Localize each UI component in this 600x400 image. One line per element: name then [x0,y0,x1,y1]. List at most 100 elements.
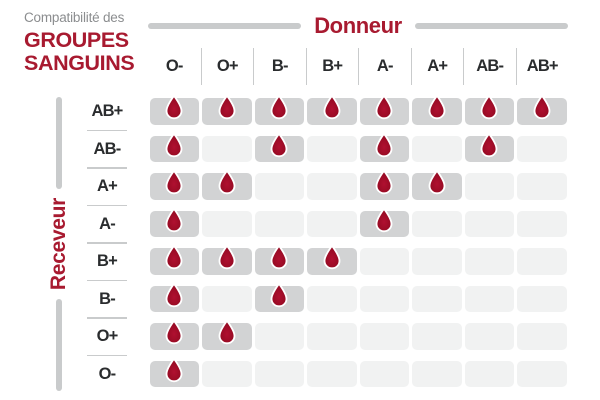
cell-incompatible [202,210,252,237]
compatibility-cell [516,93,569,131]
compatibility-cell [516,131,569,169]
compatibility-cell [253,356,306,394]
cell-compatible [254,282,304,312]
cell-incompatible [307,173,357,200]
cell-incompatible [254,173,304,200]
blood-drop-icon [218,95,236,120]
receiver-row-label: O- [98,364,117,383]
donor-axis-header: Donneur [148,13,569,39]
cell-compatible [254,95,304,125]
cell-incompatible [412,360,462,387]
chart-title-block: Compatibilité des GROUPES SANGUINS [24,11,135,75]
cell-incompatible [412,210,462,237]
cell-incompatible [307,285,357,312]
blood-drop-icon [218,245,236,270]
receiver-row-label: B- [84,281,130,319]
blood-drop-icon [165,170,183,195]
cell-compatible [149,132,199,162]
receiver-axis-label: Receveur [47,197,70,291]
compatibility-cell [253,243,306,281]
blood-drop-icon [165,245,183,270]
cell-incompatible [517,360,567,387]
blood-drop-icon [165,282,183,307]
cell-compatible [464,132,514,162]
cell-compatible [412,170,462,200]
compatibility-cell [148,281,201,319]
compatibility-cell [358,243,411,281]
compatibility-cell [411,243,464,281]
compatibility-cell [516,168,569,206]
blood-drop-icon [375,132,393,157]
receiver-row-label: AB+ [84,93,130,131]
compatibility-cell [358,356,411,394]
donor-column-header: O- [165,57,184,75]
cell-compatible [359,95,409,125]
blood-drop-icon [165,320,183,345]
cell-incompatible [517,323,567,350]
cell-incompatible [464,360,514,387]
compatibility-cell [358,206,411,244]
cell-incompatible [517,248,567,275]
compatibility-cell [463,206,516,244]
compatibility-cell [358,131,411,169]
receiver-axis-rule-bottom [55,299,63,392]
chart-title-line2: SANGUINS [24,50,135,75]
receiver-row-label: A+ [84,168,130,206]
compatibility-cell [306,356,359,394]
cell-compatible [149,95,199,125]
compatibility-cell [411,93,464,131]
compatibility-cell [516,281,569,319]
row-cells [148,243,568,281]
cell-incompatible [202,285,252,312]
compatibility-cell [306,168,359,206]
donor-column-header: O+ [200,48,254,85]
receiver-axis-header: Receveur [46,97,72,392]
compatibility-cell [411,318,464,356]
cell-compatible [254,245,304,275]
cell-compatible [359,170,409,200]
cell-compatible [412,95,462,125]
cell-incompatible [359,323,409,350]
compatibility-cell [306,281,359,319]
receiver-row-label: AB- [84,131,130,169]
donor-axis-rule-left [148,22,302,30]
cell-compatible [149,357,199,387]
cell-incompatible [412,323,462,350]
compatibility-cell [148,93,201,131]
cell-incompatible [464,173,514,200]
donor-column-header: B- [253,48,306,85]
grid-row: AB- [84,131,568,169]
row-cells [148,168,568,206]
blood-drop-icon [480,132,498,157]
compatibility-cell [358,168,411,206]
compatibility-cell [358,318,411,356]
compatibility-cell [358,281,411,319]
blood-drop-icon [270,282,288,307]
compatibility-cell [201,131,254,169]
cell-compatible [202,95,252,125]
column-headers: O- O+ B- B+ A- A+ AB- AB+ [148,48,568,85]
receiver-row-label: O+ [84,318,130,356]
cell-compatible [359,207,409,237]
blood-drop-icon [165,357,183,382]
compatibility-cell [148,131,201,169]
blood-drop-icon [165,207,183,232]
donor-axis-rule-right [414,22,569,30]
compatibility-cell [516,206,569,244]
row-cells [148,93,568,131]
receiver-row-label: A- [84,206,130,244]
cell-incompatible [307,323,357,350]
donor-column-header: B+ [305,48,359,85]
blood-drop-icon [270,95,288,120]
blood-drop-icon [375,207,393,232]
row-cells [148,318,568,356]
compatibility-cell [253,93,306,131]
compatibility-cell [253,206,306,244]
compatibility-cell [148,168,201,206]
row-cells [148,281,568,319]
compatibility-cell [411,168,464,206]
receiver-axis-rule-top [55,97,63,189]
cell-compatible [307,245,357,275]
blood-drop-icon [375,95,393,120]
cell-compatible [149,282,199,312]
